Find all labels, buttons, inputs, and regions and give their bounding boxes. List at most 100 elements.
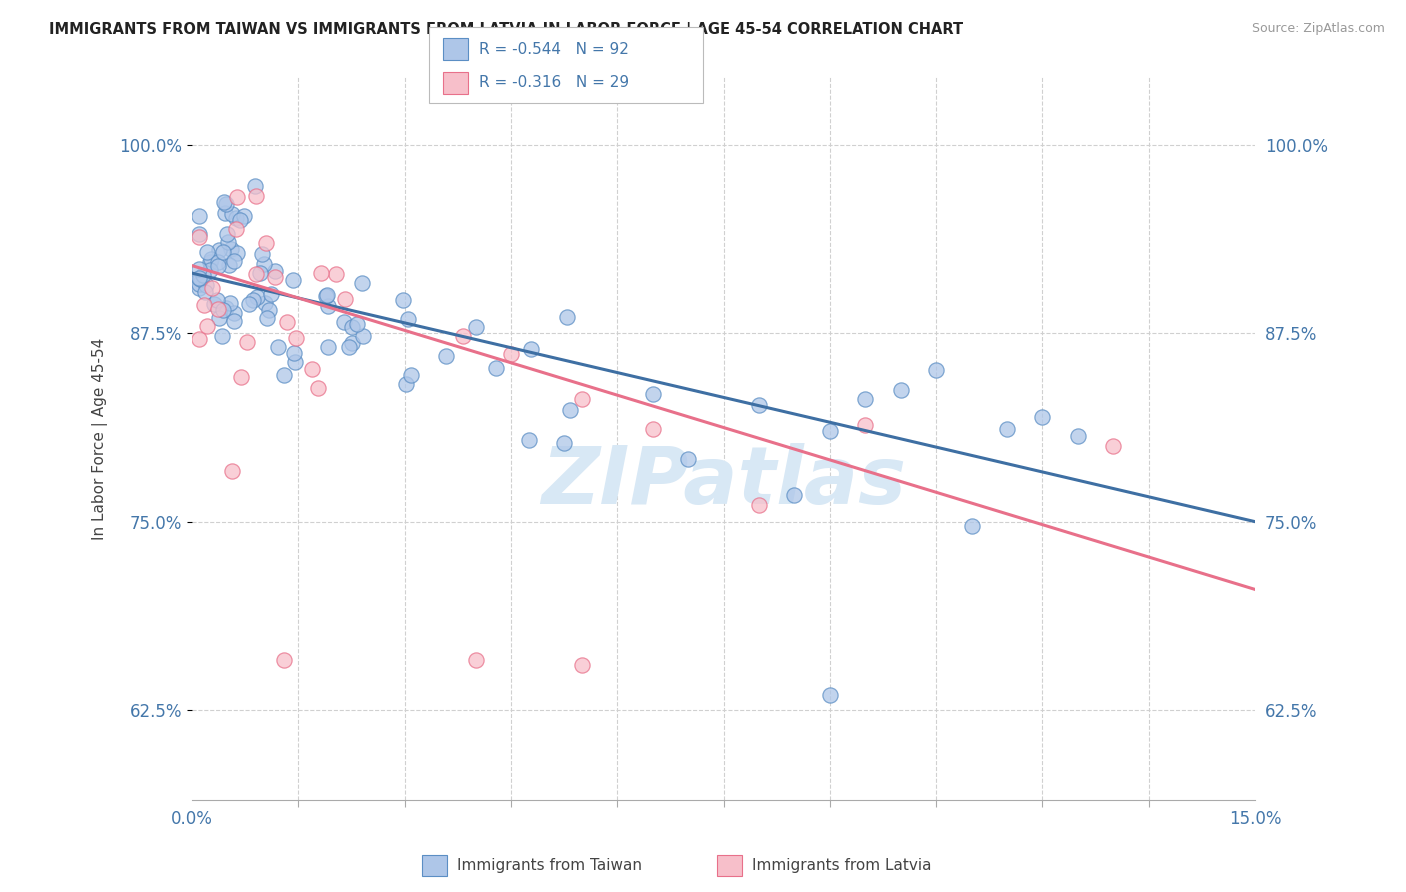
Point	[238, 297, 260, 311]
Point	[337, 340, 360, 354]
Point	[224, 254, 246, 268]
Point	[273, 368, 295, 383]
Point	[200, 263, 222, 277]
Point	[1102, 439, 1125, 453]
Point	[254, 236, 277, 251]
Point	[783, 488, 806, 502]
Point	[571, 657, 593, 672]
Point	[221, 207, 243, 221]
Y-axis label: In Labor Force | Age 45-54: In Labor Force | Age 45-54	[93, 338, 108, 540]
Point	[748, 398, 770, 412]
Point	[235, 334, 257, 349]
Point	[315, 289, 337, 303]
Point	[217, 235, 239, 250]
Point	[333, 292, 356, 306]
Text: IMMIGRANTS FROM TAIWAN VS IMMIGRANTS FROM LATVIA IN LABOR FORCE | AGE 45-54 CORR: IMMIGRANTS FROM TAIWAN VS IMMIGRANTS FRO…	[49, 22, 963, 38]
Point	[195, 319, 218, 334]
Point	[352, 329, 374, 343]
Point	[253, 257, 276, 271]
Point	[221, 242, 243, 256]
Point	[188, 332, 211, 346]
Point	[890, 383, 912, 397]
Point	[245, 189, 267, 203]
Point	[340, 319, 363, 334]
Point	[242, 293, 264, 308]
Point	[301, 362, 323, 376]
Point	[215, 301, 238, 315]
Point	[925, 362, 948, 376]
Point	[207, 254, 229, 268]
Point	[188, 230, 211, 244]
Point	[188, 271, 211, 285]
Point	[202, 297, 225, 311]
Point	[225, 211, 247, 226]
Point	[316, 299, 339, 313]
Point	[229, 369, 252, 384]
Point	[340, 335, 363, 350]
Point	[225, 222, 247, 236]
Point	[211, 244, 233, 259]
Point	[641, 386, 664, 401]
Point	[195, 244, 218, 259]
Point	[205, 293, 228, 307]
Point	[253, 296, 276, 310]
Point	[453, 329, 475, 343]
Point	[316, 288, 339, 302]
Point	[246, 290, 269, 304]
Point	[245, 268, 267, 282]
Point	[960, 518, 983, 533]
Point	[218, 258, 240, 272]
Point	[188, 262, 211, 277]
Point	[318, 340, 340, 354]
Point	[571, 392, 593, 406]
Point	[333, 315, 356, 329]
Point	[995, 422, 1018, 436]
Point	[212, 194, 235, 209]
Point	[249, 266, 271, 280]
Point	[748, 498, 770, 512]
Text: R = -0.544   N = 92: R = -0.544 N = 92	[479, 42, 630, 56]
Point	[853, 417, 876, 432]
Point	[392, 293, 415, 307]
Point	[352, 276, 374, 290]
Point	[224, 314, 246, 328]
Point	[284, 355, 307, 369]
Point	[207, 302, 229, 317]
Text: R = -0.316   N = 29: R = -0.316 N = 29	[479, 76, 630, 90]
Point	[214, 206, 236, 220]
Point	[260, 287, 283, 301]
Point	[1031, 410, 1053, 425]
Point	[395, 376, 418, 391]
Point	[434, 349, 457, 363]
Point	[281, 273, 304, 287]
Point	[221, 464, 243, 478]
Point	[243, 178, 266, 193]
Point	[853, 392, 876, 406]
Point	[212, 302, 235, 317]
Point	[676, 451, 699, 466]
Point	[250, 247, 273, 261]
Point	[517, 433, 540, 447]
Point	[560, 403, 582, 417]
Point	[208, 243, 231, 257]
Point	[257, 303, 280, 318]
Text: Immigrants from Latvia: Immigrants from Latvia	[752, 858, 932, 872]
Text: Immigrants from Taiwan: Immigrants from Taiwan	[457, 858, 643, 872]
Point	[641, 422, 664, 436]
Point	[188, 281, 211, 295]
Point	[201, 280, 224, 294]
Point	[207, 311, 229, 326]
Point	[219, 296, 242, 310]
Point	[309, 266, 332, 280]
Point	[553, 435, 575, 450]
Point	[283, 346, 305, 360]
Point	[346, 317, 368, 331]
Point	[233, 209, 256, 223]
Point	[188, 227, 211, 242]
Point	[193, 268, 215, 282]
Point	[399, 368, 422, 382]
Point	[188, 277, 211, 292]
Point	[215, 227, 238, 241]
Point	[194, 278, 217, 293]
Point	[264, 263, 287, 277]
